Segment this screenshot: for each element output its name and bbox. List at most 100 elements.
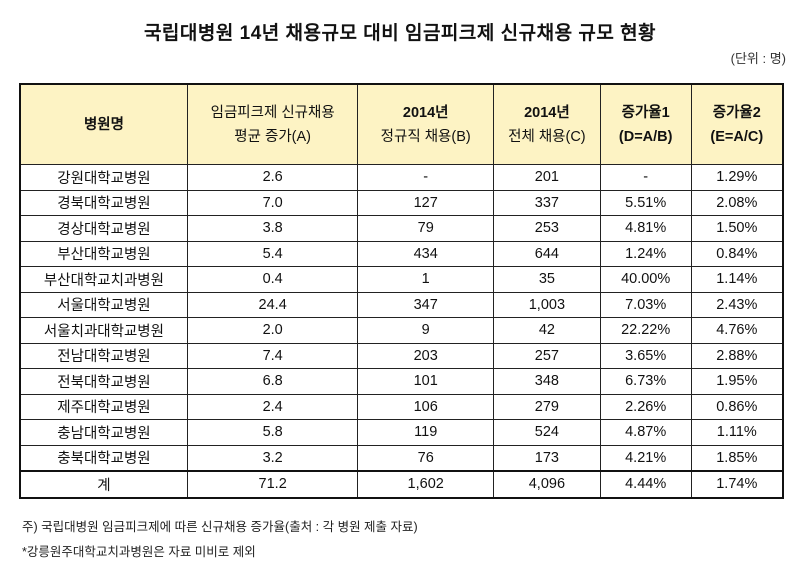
value-cell: 5.4 [186, 240, 359, 267]
hospital-name-cell: 전북대학교병원 [19, 368, 188, 395]
value-cell: 1.14% [690, 266, 784, 293]
table-row: 서울치과대학교병원 2.0 9 42 22.22% 4.76% [19, 317, 784, 344]
table-row: 서울대학교병원 24.4 347 1,003 7.03% 2.43% [19, 291, 784, 318]
value-cell: 1,003 [493, 291, 601, 318]
hospital-name-cell: 경상대학교병원 [19, 215, 188, 242]
column-header: 증가율2 (E=A/C) [690, 83, 784, 165]
value-cell: 127 [357, 189, 495, 216]
hospital-name-cell: 부산대학교치과병원 [19, 266, 188, 293]
value-cell: 79 [357, 215, 495, 242]
value-cell: 22.22% [599, 317, 692, 344]
column-header-line1: 병원명 [83, 116, 124, 133]
value-cell: 1.85% [690, 444, 784, 472]
value-cell: 337 [493, 189, 601, 216]
value-cell: 644 [493, 240, 601, 267]
value-cell: 1.95% [690, 368, 784, 395]
table-row: 부산대학교병원 5.4 434 644 1.24% 0.84% [19, 240, 784, 267]
table-row: 경북대학교병원 7.0 127 337 5.51% 2.08% [19, 189, 784, 216]
value-cell: 5.51% [599, 189, 692, 216]
table-row: 충남대학교병원 5.8 119 524 4.87% 1.11% [19, 419, 784, 446]
value-cell: 9 [357, 317, 495, 344]
value-cell: 4.87% [599, 419, 692, 446]
value-cell: 1.11% [690, 419, 784, 446]
value-cell: 1.29% [690, 164, 784, 191]
table-row: 전남대학교병원 7.4 203 257 3.65% 2.88% [19, 342, 784, 369]
value-cell: 2.08% [690, 189, 784, 216]
value-cell: 3.2 [186, 444, 359, 472]
value-cell: 1 [357, 266, 495, 293]
value-cell: 0.84% [690, 240, 784, 267]
value-cell: 201 [493, 164, 601, 191]
value-cell: 24.4 [186, 291, 359, 318]
value-cell: 7.03% [599, 291, 692, 318]
value-cell: 2.0 [186, 317, 359, 344]
hospital-name-cell: 전남대학교병원 [19, 342, 188, 369]
total-value-cell: 4,096 [493, 470, 601, 498]
column-header-line1: 2014년 [402, 104, 449, 121]
hospital-name-cell: 강원대학교병원 [19, 164, 188, 191]
value-cell: 5.8 [186, 419, 359, 446]
value-cell: 257 [493, 342, 601, 369]
column-header-line1: 임금피크제 신규채용 [210, 104, 335, 121]
value-cell: 6.73% [599, 368, 692, 395]
value-cell: 279 [493, 393, 601, 420]
value-cell: 0.86% [690, 393, 784, 420]
value-cell: 347 [357, 291, 495, 318]
value-cell: 348 [493, 368, 601, 395]
value-cell: 434 [357, 240, 495, 267]
column-header-line2: (D=A/B) [618, 128, 673, 145]
hospital-hiring-table: 병원명 임금피크제 신규채용 평균 증가(A) 2014년 정규직 채용(B) 2014년… [19, 83, 784, 499]
hospital-name-cell: 부산대학교병원 [19, 240, 188, 267]
value-cell: 76 [357, 444, 495, 472]
column-header: 병원명 [19, 83, 188, 165]
value-cell: 253 [493, 215, 601, 242]
hospital-name-cell: 서울치과대학교병원 [19, 317, 188, 344]
column-header-line2: (E=A/C) [710, 128, 764, 145]
column-header-line1: 증가율2 [712, 104, 761, 121]
total-value-cell: 71.2 [186, 470, 359, 498]
hospital-name-cell: 충북대학교병원 [19, 444, 188, 472]
value-cell: 4.21% [599, 444, 692, 472]
value-cell: 1.50% [690, 215, 784, 242]
footnote-source: 주) 국립대병원 임금피크제에 따른 신규채용 증가율(출처 : 각 병원 제출… [22, 520, 418, 534]
value-cell: 173 [493, 444, 601, 472]
value-cell: 1.24% [599, 240, 692, 267]
value-cell: 2.4 [186, 393, 359, 420]
value-cell: 2.26% [599, 393, 692, 420]
value-cell: 2.43% [690, 291, 784, 318]
table-row: 제주대학교병원 2.4 106 279 2.26% 0.86% [19, 393, 784, 420]
value-cell: 0.4 [186, 266, 359, 293]
table-row: 충북대학교병원 3.2 76 173 4.21% 1.85% [19, 444, 784, 472]
value-cell: 35 [493, 266, 601, 293]
value-cell: 4.81% [599, 215, 692, 242]
value-cell: 42 [493, 317, 601, 344]
column-header-line2: 전체 채용(C) [508, 128, 586, 145]
value-cell: - [599, 164, 692, 191]
column-header-line2: 정규직 채용(B) [380, 128, 471, 145]
total-value-cell: 1.74% [690, 470, 784, 498]
column-header: 2014년 전체 채용(C) [493, 83, 601, 165]
table-row: 강원대학교병원 2.6-201-1.29% [19, 164, 784, 191]
value-cell: - [357, 164, 495, 191]
hospital-name-cell: 경북대학교병원 [19, 189, 188, 216]
value-cell: 7.0 [186, 189, 359, 216]
hospital-name-cell: 충남대학교병원 [19, 419, 188, 446]
column-header: 증가율1 (D=A/B) [599, 83, 692, 165]
hospital-name-cell: 서울대학교병원 [19, 291, 188, 318]
value-cell: 2.6 [186, 164, 359, 191]
value-cell: 119 [357, 419, 495, 446]
table-row: 경상대학교병원 3.8 79 253 4.81% 1.50% [19, 215, 784, 242]
table-row: 전북대학교병원 6.8 101 348 6.73% 1.95% [19, 368, 784, 395]
column-header-line2: 평균 증가(A) [234, 128, 312, 145]
value-cell: 6.8 [186, 368, 359, 395]
table-header-row: 병원명 임금피크제 신규채용 평균 증가(A) 2014년 정규직 채용(B) 2014년… [19, 83, 784, 165]
footnote-exclusion: *강릉원주대학교치과병원은 자료 미비로 제외 [22, 545, 256, 559]
total-value-cell: 1,602 [357, 470, 495, 498]
value-cell: 3.65% [599, 342, 692, 369]
total-value-cell: 4.44% [599, 470, 692, 498]
total-row: 계 71.2 1,602 4,096 4.44% 1.74% [19, 470, 784, 498]
value-cell: 2.88% [690, 342, 784, 369]
hospital-name-cell: 제주대학교병원 [19, 393, 188, 420]
